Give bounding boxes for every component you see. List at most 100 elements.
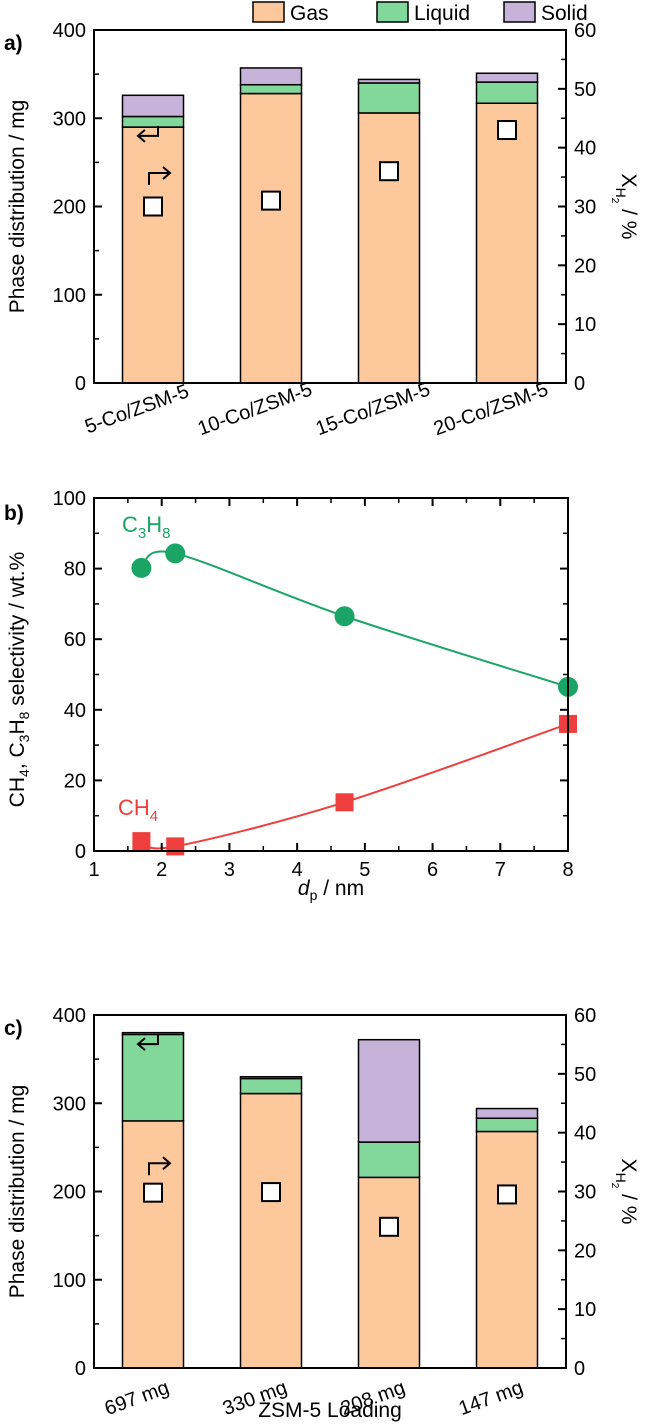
series-label-c3h8: C3H8 — [122, 512, 170, 542]
x-axis-title: dp / nm — [298, 877, 364, 903]
legend-swatch-liquid — [376, 1, 409, 23]
bar-solid-3 — [357, 1038, 421, 1143]
arrow-right-head — [162, 166, 172, 180]
point-c3h8-2 — [165, 543, 186, 564]
y-tick-label: 80 — [64, 559, 86, 581]
bar-gas-1 — [121, 126, 185, 384]
bar-gas-2 — [239, 92, 303, 384]
point-ch4-2 — [166, 837, 185, 856]
y-axis-title: CH4, C3H8 selectivity / wt.% — [6, 552, 32, 808]
x-tick-label: 7 — [495, 859, 506, 881]
y2-tick-label: 50 — [574, 1064, 596, 1086]
x-tick-label-1: 5-Co/ZSM-5 — [82, 380, 192, 438]
arrow-left-head — [136, 1037, 146, 1051]
x-tick-label-4: 147 mg — [456, 1377, 526, 1420]
marker-xh2-2 — [261, 1182, 281, 1203]
y-tick-label: 0 — [75, 373, 86, 395]
panel-letter: b) — [4, 502, 24, 525]
x-tick-label-1: 697 mg — [102, 1377, 172, 1420]
x-tick-label-3: 15-Co/ZSM-5 — [313, 378, 433, 440]
panel-a: 5-Co/ZSM-5 10-Co/ZSM-515-Co/ZSM-520-Co/ZS… — [4, 20, 640, 440]
y-tick-label: 400 — [53, 20, 86, 42]
y-tick-label: 200 — [53, 197, 86, 219]
y2-tick-label: 20 — [574, 255, 596, 277]
panel-c: 697 mg 330 mg 208 mg 147 mg0100200300400010… — [4, 1005, 640, 1422]
bar-liquid-3 — [357, 82, 421, 114]
arrow-right-axis — [148, 1162, 169, 1176]
marker-xh2-3 — [379, 161, 399, 182]
legend: Gas Liquid Solid — [252, 1, 588, 25]
line-c3h8 — [140, 550, 569, 688]
y2-tick-label: 30 — [574, 1182, 596, 1204]
bar-liquid-2 — [239, 1077, 303, 1095]
bar-liquid-3 — [357, 1141, 421, 1179]
y2-tick-label: 50 — [574, 79, 596, 101]
bar-solid-4 — [475, 72, 539, 83]
y2-tick-label: 10 — [574, 314, 596, 336]
legend-label-solid: Solid — [541, 2, 588, 25]
x-tick-label-4: 20-Co/ZSM-5 — [431, 378, 551, 440]
x-tick-label: 5 — [359, 859, 370, 881]
bar-liquid-4 — [475, 1117, 539, 1133]
y-tick-label: 100 — [53, 488, 86, 510]
y-tick-label: 60 — [64, 629, 86, 651]
arrow-right-head — [162, 1156, 172, 1171]
y-tick-label: 100 — [53, 1270, 86, 1292]
y2-tick-label: 0 — [574, 373, 585, 395]
legend-swatch-gas — [252, 1, 285, 23]
bar-solid-2 — [239, 67, 303, 86]
y2-tick-label: 30 — [574, 197, 596, 219]
x-tick-label-2: 10-Co/ZSM-5 — [195, 378, 315, 440]
x-axis-title: ZSM-5 Loading — [258, 1399, 402, 1422]
y-tick-label: 0 — [75, 1358, 86, 1380]
y-axis-title: Phase distribution / mg — [6, 1085, 29, 1299]
bar-solid-4 — [475, 1107, 539, 1120]
arrow-left-head — [136, 129, 146, 143]
y2-tick-label: 0 — [574, 1358, 585, 1380]
legend-label-liquid: Liquid — [414, 2, 470, 25]
bar-gas-3 — [357, 112, 421, 384]
arrow-right-axis — [148, 171, 169, 185]
bar-gas-4 — [475, 1130, 539, 1369]
y-tick-label: 40 — [64, 700, 86, 722]
x-tick-label: 3 — [224, 859, 235, 881]
y-tick-label: 300 — [53, 1093, 86, 1115]
bar-liquid-2 — [239, 83, 303, 95]
marker-xh2-1 — [143, 196, 163, 217]
line-ch4 — [141, 722, 569, 850]
x-tick-label: 1 — [88, 859, 99, 881]
series-label-ch4: CH4 — [118, 795, 158, 825]
y2-tick-label: 10 — [574, 1299, 596, 1321]
arrow-left-axis — [139, 125, 159, 137]
bar-liquid-1 — [121, 1033, 185, 1122]
x-tick-label: 2 — [156, 859, 167, 881]
bar-liquid-4 — [475, 81, 539, 104]
legend-swatch-solid — [503, 1, 536, 23]
bar-solid-2 — [239, 1076, 303, 1080]
point-ch4-3 — [335, 793, 354, 812]
y-tick-label: 20 — [64, 770, 86, 792]
point-c3h8-1 — [131, 557, 152, 578]
marker-xh2-4 — [497, 1184, 517, 1205]
marker-xh2-4 — [497, 120, 517, 141]
y2-tick-label: 60 — [574, 20, 596, 42]
y-tick-label: 300 — [53, 108, 86, 130]
panel-letter: c) — [4, 1017, 23, 1040]
y-tick-label: 400 — [53, 1005, 86, 1027]
y2-tick-label: 20 — [574, 1240, 596, 1262]
y-tick-label: 200 — [53, 1182, 86, 1204]
legend-label-gas: Gas — [290, 2, 329, 25]
bar-gas-1 — [121, 1120, 185, 1369]
point-ch4-1 — [132, 832, 151, 851]
y2-tick-label: 40 — [574, 1123, 596, 1145]
y-tick-label: 100 — [53, 285, 86, 307]
marker-xh2-3 — [379, 1216, 399, 1237]
y-axis-title: Phase distribution / mg — [6, 100, 29, 314]
bar-gas-4 — [475, 102, 539, 384]
bar-gas-2 — [239, 1092, 303, 1369]
panel-letter: a) — [4, 32, 23, 55]
bar-solid-3 — [357, 78, 421, 84]
y-tick-label: 0 — [75, 841, 86, 863]
y2-axis-title: XH2 / % — [609, 174, 640, 240]
x-tick-label: 4 — [292, 859, 303, 881]
